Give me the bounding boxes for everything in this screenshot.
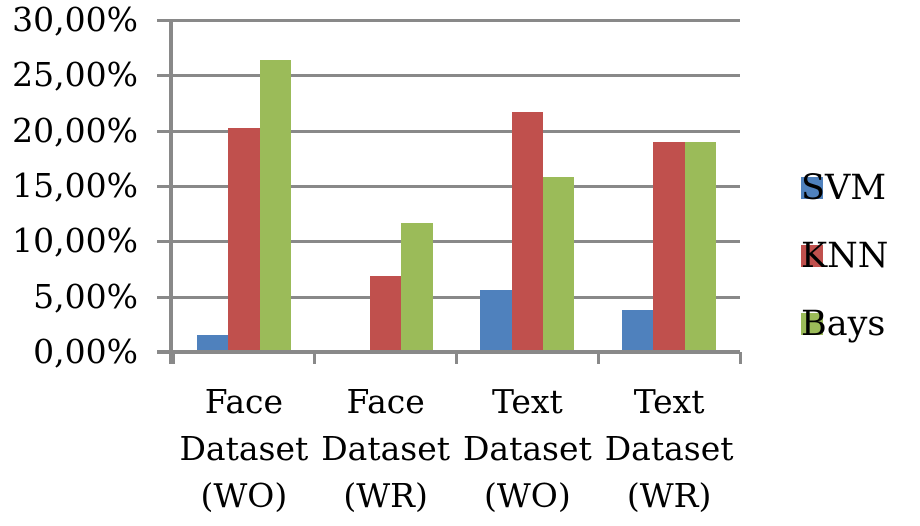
legend-item-knn: KNN: [801, 236, 888, 276]
bar-knn-group3: [511, 111, 544, 352]
x-axis-category-label-line: (WO): [484, 476, 571, 515]
x-axis-category-label-line: Text: [491, 382, 563, 421]
y-axis-tick: [157, 240, 173, 244]
bar-knn-group1: [228, 128, 260, 352]
gridline: [173, 74, 740, 78]
gridline: [173, 19, 740, 22]
bar-svm-group3: [480, 290, 512, 352]
x-axis-category-label-line: Text: [633, 382, 705, 421]
x-axis-category-label: Face Dataset (WR): [315, 378, 457, 519]
legend-label-knn: KNN: [801, 236, 889, 276]
x-axis-category-label: Text Dataset (WR): [598, 378, 740, 519]
bar-bays-group2: [401, 222, 433, 352]
legend-item-svm: SVM: [801, 168, 886, 208]
x-axis-category-label-line: (WR): [343, 476, 428, 515]
y-axis-tick-label: 0,00%: [33, 332, 138, 371]
y-axis-line: [169, 20, 173, 364]
x-axis-category-label-line: (WR): [626, 476, 712, 515]
gridline: [173, 240, 740, 244]
y-axis-tick-label: 30,00%: [12, 0, 138, 39]
bar-svm-group4: [622, 309, 654, 352]
x-axis-category-label-line: Dataset: [604, 429, 734, 468]
legend-swatch-bays: [801, 313, 823, 335]
x-axis-category-label: Text Dataset (WO): [457, 378, 599, 519]
bar-bays-group1: [259, 59, 291, 352]
gridline: [173, 129, 740, 133]
y-axis-tick: [157, 19, 173, 22]
y-axis-tick-label: 5,00%: [33, 276, 138, 316]
x-axis-tick: [313, 352, 317, 364]
legend-item-bays: Bays: [801, 304, 885, 344]
legend-swatch-svm: [801, 177, 823, 199]
y-axis-tick-label: 20,00%: [12, 110, 138, 150]
x-axis-tick: [171, 352, 175, 364]
plot-area: [157, 19, 742, 364]
x-axis-tick: [455, 352, 458, 364]
gridline: [173, 185, 740, 188]
x-axis-line: [157, 350, 740, 354]
bar-bays-group3: [543, 177, 575, 352]
y-axis-tick-label: 15,00%: [12, 166, 138, 205]
y-axis-tick: [157, 185, 173, 188]
y-axis-tick: [157, 295, 173, 299]
bar-knn-group2: [369, 275, 402, 352]
y-axis-tick: [157, 129, 173, 133]
x-axis-category-label-line: Face: [346, 382, 425, 421]
x-axis-category-label-line: Face: [204, 382, 284, 421]
x-axis-category-label-line: Dataset: [321, 429, 451, 468]
y-axis-tick-label: 10,00%: [12, 221, 138, 261]
x-axis-category-label-line: Dataset: [462, 429, 592, 468]
legend: SVM KNN Bays: [801, 168, 888, 344]
y-axis-tick: [157, 74, 173, 78]
gridline: [173, 295, 740, 299]
x-axis-tick: [738, 352, 742, 364]
x-axis-category-label-line: Dataset: [179, 429, 309, 468]
bar-bays-group4: [684, 141, 717, 352]
y-axis-tick-label: 25,00%: [12, 55, 138, 95]
x-axis-category-label: Face Dataset (WO): [173, 378, 315, 519]
y-axis-tick: [157, 351, 173, 354]
bar-knn-group4: [653, 141, 685, 352]
legend-label-bays: Bays: [801, 304, 886, 344]
legend-swatch-knn: [801, 245, 823, 267]
x-axis-category-label-line: (WO): [200, 476, 288, 515]
bar-svm-group1: [196, 335, 229, 352]
legend-label-svm: SVM: [801, 168, 887, 208]
x-axis-tick: [596, 352, 600, 364]
